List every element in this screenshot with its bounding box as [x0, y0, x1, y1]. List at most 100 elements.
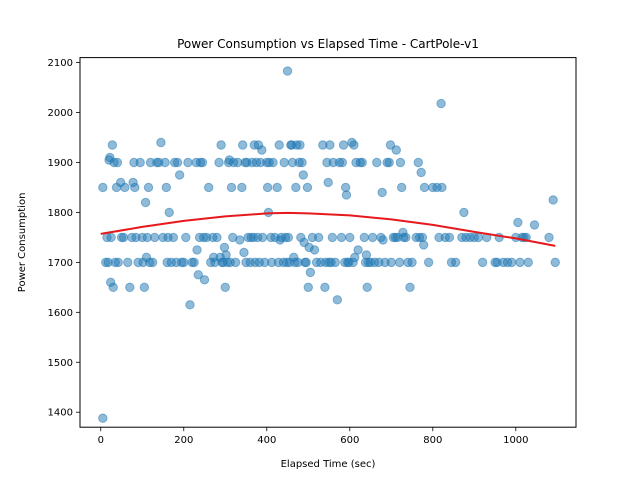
scatter-point-236	[444, 232, 455, 243]
scatter-point-176	[338, 140, 349, 150]
scatter-point-50	[168, 232, 179, 243]
y-tick-label-1800: 1800	[48, 208, 73, 219]
scatter-point-42	[156, 137, 166, 148]
scatter-point-96	[238, 140, 248, 150]
scatter-point-207	[385, 140, 396, 150]
scatter-point-141	[291, 182, 301, 193]
scatter-point-245	[477, 257, 488, 268]
y-tick-label-1500: 1500	[48, 358, 73, 369]
scatter-point-233	[436, 98, 446, 109]
scatter-point-77	[214, 157, 224, 168]
scatter-point-162	[320, 282, 330, 293]
scatter-point-179	[341, 190, 352, 200]
scatter-point-14	[112, 157, 123, 168]
scatter-point-9	[107, 140, 118, 150]
scatter-point-10	[108, 282, 118, 293]
scatter-point-18	[118, 232, 129, 243]
scatter-point-182	[345, 232, 355, 243]
scatter-point-117	[262, 182, 273, 193]
scatter-point-234	[437, 182, 447, 193]
scatter-point-84	[221, 250, 231, 260]
scatter-point-63	[192, 245, 202, 255]
scatter-point-228	[419, 182, 430, 193]
x-tick-label-600: 600	[340, 435, 359, 446]
x-tick-label-0: 0	[98, 435, 104, 446]
scatter-point-45	[161, 182, 172, 193]
scatter-point-15	[113, 257, 123, 268]
scatter-point-124	[272, 182, 282, 193]
scatter-point-165	[323, 177, 333, 188]
scatter-point-97	[239, 247, 249, 258]
scatter-point-262	[548, 195, 558, 205]
scatter-point-263	[550, 257, 560, 268]
scatter-point-157	[309, 245, 320, 255]
scatter-point-147	[297, 157, 307, 168]
scatter-point-126	[274, 140, 284, 150]
scatter-point-254	[513, 217, 523, 228]
scatter-point-38	[147, 257, 158, 268]
scatter-point-61	[189, 257, 199, 268]
scatter-point-208	[386, 257, 396, 268]
scatter-point-83	[220, 282, 230, 293]
x-axis: 0 200 400 600 800 1000	[98, 427, 529, 446]
scatter-point-227	[418, 240, 429, 250]
scatter-point-114	[257, 232, 268, 243]
x-tick-label-1000: 1000	[503, 435, 528, 446]
scatter-point-35	[143, 182, 154, 193]
y-tick-label-1400: 1400	[48, 408, 73, 419]
scatter-point-213	[394, 257, 405, 268]
x-axis-label: Elapsed Time (sec)	[281, 459, 376, 470]
y-tick-label-1900: 1900	[48, 158, 73, 169]
scatter-point-214	[395, 157, 406, 168]
scatter-point-44	[160, 157, 170, 168]
scatter-point-57	[181, 232, 191, 243]
scatter-point-58	[183, 157, 193, 168]
scatter-point-185	[349, 140, 359, 150]
scatter-point-203	[378, 235, 388, 245]
scatter-point-221	[407, 257, 417, 268]
scatter-point-79	[216, 140, 226, 150]
y-tick-label-2000: 2000	[48, 108, 73, 119]
scatter-point-48	[164, 207, 174, 218]
scatter-point-28	[135, 157, 145, 168]
scatter-point-218	[401, 232, 411, 243]
scatter-point-188	[353, 245, 363, 255]
scatter-point-260	[529, 220, 540, 230]
x-tick-label-400: 400	[257, 435, 276, 446]
x-tick-label-200: 200	[174, 435, 193, 446]
scatter-point-191	[359, 232, 370, 243]
scatter-point-175	[337, 157, 348, 168]
scatter-point-223	[413, 157, 423, 168]
scatter-point-261	[544, 232, 554, 243]
scatter-point-174	[336, 232, 347, 243]
scatter-point-59	[185, 300, 195, 310]
scatter-point-134	[283, 232, 294, 243]
scatter-point-211	[391, 145, 401, 155]
scatter-point-113	[257, 145, 267, 155]
scatter-point-32	[140, 197, 151, 208]
scatter-point-20	[123, 257, 133, 268]
scatter-point-122	[268, 157, 278, 168]
scatter-point-197	[367, 232, 378, 243]
y-tick-label-1700: 1700	[48, 258, 73, 269]
scatter-point-82	[219, 242, 230, 253]
scatter-point-225	[416, 167, 426, 178]
scatter-point-64	[193, 270, 203, 280]
scatter-point-21	[125, 282, 135, 293]
scatter-point-69	[199, 275, 210, 285]
scatter-point-130	[279, 157, 289, 168]
y-tick-label-1600: 1600	[48, 308, 73, 319]
scatter-point-155	[305, 267, 316, 278]
scatter-point-226	[417, 232, 428, 243]
scatter-point-252	[506, 257, 517, 268]
x-tick-label-800: 800	[423, 435, 442, 446]
scatter-point-244	[473, 232, 484, 243]
scatter-point-206	[384, 157, 394, 168]
scatter-point-148	[298, 170, 308, 180]
scatter-point-39	[150, 232, 160, 243]
scatter-point-199	[372, 157, 382, 168]
y-axis: 1400 1500 1600 1700 1800 1900 2000 2100	[48, 58, 80, 419]
scatter-point-1	[98, 182, 108, 193]
scatter-point-167	[325, 140, 335, 150]
